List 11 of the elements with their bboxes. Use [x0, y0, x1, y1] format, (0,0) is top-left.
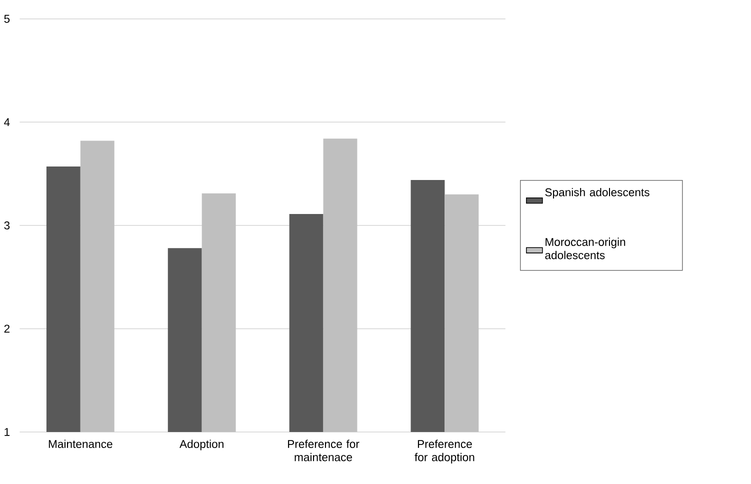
legend-label: Spanish adolescents [545, 188, 650, 199]
y-tick-label: 5 [4, 14, 10, 23]
x-tick-label: Maintenance [48, 440, 112, 448]
y-tick-label: 3 [4, 221, 10, 230]
y-tick-label: 4 [4, 118, 10, 126]
x-tick-label: Adoption [180, 440, 224, 450]
x-tick-label: Preference for maintenace [288, 440, 360, 462]
y-tick-label: 1 [4, 428, 10, 436]
x-tick-label: Preference for adoption [414, 440, 474, 464]
legend-label: Moroccan-origin adolescents [545, 238, 626, 260]
y-tick-label: 2 [4, 324, 10, 333]
